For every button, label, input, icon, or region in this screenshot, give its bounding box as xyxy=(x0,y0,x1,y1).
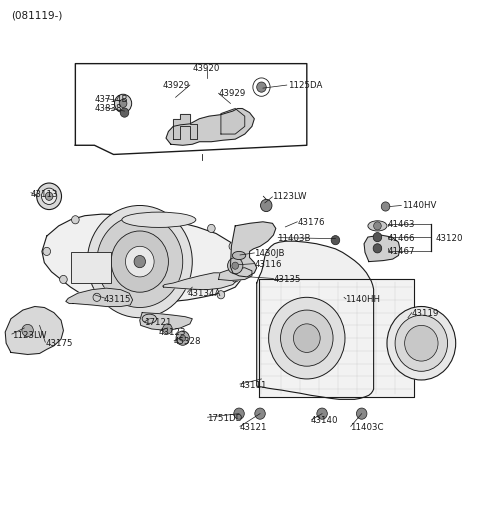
Text: 43119: 43119 xyxy=(412,309,439,318)
Circle shape xyxy=(134,255,145,268)
Text: 1123LW: 1123LW xyxy=(273,192,307,201)
Text: 43176: 43176 xyxy=(297,219,325,227)
Text: 43135: 43135 xyxy=(274,275,301,284)
Circle shape xyxy=(255,408,265,419)
Text: 17121: 17121 xyxy=(144,319,171,327)
Circle shape xyxy=(120,108,129,117)
Circle shape xyxy=(281,310,333,366)
Circle shape xyxy=(232,262,239,269)
Circle shape xyxy=(97,215,183,307)
Circle shape xyxy=(22,324,34,337)
Circle shape xyxy=(395,315,447,371)
Circle shape xyxy=(269,298,345,379)
Polygon shape xyxy=(173,114,197,139)
Polygon shape xyxy=(364,235,400,262)
Circle shape xyxy=(357,408,367,419)
Text: 43120: 43120 xyxy=(436,234,463,243)
Polygon shape xyxy=(66,288,132,306)
Circle shape xyxy=(231,274,239,282)
Circle shape xyxy=(119,100,127,108)
Circle shape xyxy=(125,246,154,277)
Text: 11403C: 11403C xyxy=(350,423,383,432)
Circle shape xyxy=(36,183,61,209)
Text: 43121: 43121 xyxy=(240,423,267,432)
Polygon shape xyxy=(257,241,373,399)
Ellipse shape xyxy=(368,221,387,231)
Circle shape xyxy=(207,224,215,232)
Circle shape xyxy=(234,408,244,419)
Text: 1125DA: 1125DA xyxy=(288,81,322,90)
Polygon shape xyxy=(230,222,276,277)
Text: (081119-): (081119-) xyxy=(11,11,62,21)
Circle shape xyxy=(257,82,266,92)
Polygon shape xyxy=(166,109,254,145)
Circle shape xyxy=(111,231,168,292)
Circle shape xyxy=(317,408,327,419)
Circle shape xyxy=(293,324,320,352)
Polygon shape xyxy=(42,214,245,304)
Text: 43134A: 43134A xyxy=(188,289,221,298)
Circle shape xyxy=(60,275,67,284)
Text: 41467: 41467 xyxy=(388,247,415,256)
Circle shape xyxy=(387,306,456,380)
Circle shape xyxy=(373,222,381,230)
Circle shape xyxy=(331,235,340,245)
Circle shape xyxy=(217,291,225,299)
Text: 43929: 43929 xyxy=(163,81,190,90)
Circle shape xyxy=(381,202,390,211)
Circle shape xyxy=(115,94,132,113)
Circle shape xyxy=(87,206,192,318)
Text: 43113: 43113 xyxy=(31,190,59,199)
Text: 45328: 45328 xyxy=(173,337,201,346)
Text: 43714B: 43714B xyxy=(95,95,128,104)
Circle shape xyxy=(180,335,186,341)
Ellipse shape xyxy=(142,314,156,323)
Polygon shape xyxy=(5,306,63,354)
Text: 1140HV: 1140HV xyxy=(402,201,437,210)
Text: 43111: 43111 xyxy=(240,381,267,389)
Polygon shape xyxy=(221,109,245,134)
Text: 1751DD: 1751DD xyxy=(206,414,242,423)
Circle shape xyxy=(405,325,438,361)
Text: 1430JB: 1430JB xyxy=(254,249,285,259)
Text: 43140: 43140 xyxy=(311,416,338,425)
Ellipse shape xyxy=(232,251,246,260)
Text: 11403B: 11403B xyxy=(277,234,311,243)
Circle shape xyxy=(163,324,172,334)
Text: 1140HH: 1140HH xyxy=(345,295,380,304)
Polygon shape xyxy=(140,312,192,330)
Text: 43175: 43175 xyxy=(45,339,73,348)
Text: 43920: 43920 xyxy=(193,64,220,73)
Ellipse shape xyxy=(122,212,196,227)
Circle shape xyxy=(228,258,243,274)
Polygon shape xyxy=(163,273,238,290)
Circle shape xyxy=(45,192,53,201)
Text: 41463: 41463 xyxy=(388,221,415,229)
Bar xyxy=(71,252,111,283)
Circle shape xyxy=(229,242,237,250)
Text: 43838: 43838 xyxy=(95,104,122,113)
Text: 41466: 41466 xyxy=(388,234,415,243)
Polygon shape xyxy=(218,268,252,281)
Circle shape xyxy=(176,331,190,345)
Text: 43116: 43116 xyxy=(254,260,282,269)
Text: 43929: 43929 xyxy=(218,89,246,98)
Circle shape xyxy=(373,244,382,253)
Text: 43123: 43123 xyxy=(159,327,186,337)
Circle shape xyxy=(41,188,57,205)
Circle shape xyxy=(93,293,101,302)
Polygon shape xyxy=(259,280,414,397)
Circle shape xyxy=(261,200,272,211)
Circle shape xyxy=(43,247,50,255)
Text: 43115: 43115 xyxy=(104,295,132,304)
Text: 1123LW: 1123LW xyxy=(12,331,47,340)
Circle shape xyxy=(373,232,382,242)
Circle shape xyxy=(72,215,79,224)
